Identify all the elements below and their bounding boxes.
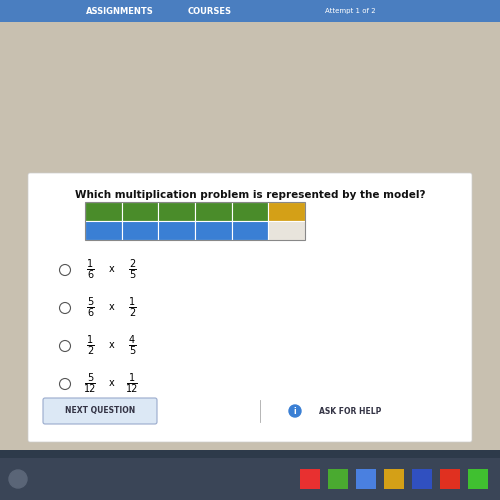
Text: ASK FOR HELP: ASK FOR HELP xyxy=(319,406,381,416)
Text: 1: 1 xyxy=(87,259,93,269)
Text: 4: 4 xyxy=(129,335,135,345)
Bar xyxy=(440,469,460,489)
Bar xyxy=(122,202,158,221)
Text: Which multiplication problem is represented by the model?: Which multiplication problem is represen… xyxy=(75,190,425,200)
Bar xyxy=(232,221,268,240)
Text: 1: 1 xyxy=(129,373,135,383)
Bar xyxy=(158,202,195,221)
FancyBboxPatch shape xyxy=(28,173,472,442)
Text: 12: 12 xyxy=(126,384,138,394)
Bar xyxy=(268,221,305,240)
Text: Attempt 1 of 2: Attempt 1 of 2 xyxy=(324,8,376,14)
Text: i: i xyxy=(294,406,296,416)
Text: 6: 6 xyxy=(87,270,93,280)
Bar xyxy=(122,221,158,240)
Bar xyxy=(232,202,268,221)
Text: 6: 6 xyxy=(87,308,93,318)
FancyBboxPatch shape xyxy=(43,398,157,424)
Bar xyxy=(85,202,122,221)
Bar xyxy=(195,202,232,221)
Bar xyxy=(356,469,376,489)
Circle shape xyxy=(289,405,301,417)
Text: 5: 5 xyxy=(129,346,135,356)
Text: COURSES: COURSES xyxy=(188,6,232,16)
Bar xyxy=(384,469,404,489)
Bar xyxy=(195,221,232,240)
Bar xyxy=(468,469,488,489)
Bar xyxy=(85,202,305,240)
Text: x: x xyxy=(109,340,115,350)
Text: 1: 1 xyxy=(87,335,93,345)
Text: x: x xyxy=(109,302,115,312)
Bar xyxy=(85,221,122,240)
Text: NEXT QUESTION: NEXT QUESTION xyxy=(65,406,135,416)
Text: 12: 12 xyxy=(84,384,96,394)
Circle shape xyxy=(9,470,27,488)
Text: 2: 2 xyxy=(129,259,135,269)
Bar xyxy=(0,458,500,500)
Text: x: x xyxy=(109,264,115,274)
Bar xyxy=(158,221,195,240)
Bar xyxy=(268,202,305,221)
Text: 5: 5 xyxy=(129,270,135,280)
Text: 2: 2 xyxy=(87,346,93,356)
Text: ASSIGNMENTS: ASSIGNMENTS xyxy=(86,6,154,16)
Bar xyxy=(300,469,320,489)
Text: x: x xyxy=(109,378,115,388)
Bar xyxy=(412,469,432,489)
Text: 5: 5 xyxy=(87,297,93,307)
Text: 2: 2 xyxy=(129,308,135,318)
Bar xyxy=(328,469,348,489)
Text: 5: 5 xyxy=(87,373,93,383)
Bar xyxy=(0,0,500,22)
Text: 1: 1 xyxy=(129,297,135,307)
